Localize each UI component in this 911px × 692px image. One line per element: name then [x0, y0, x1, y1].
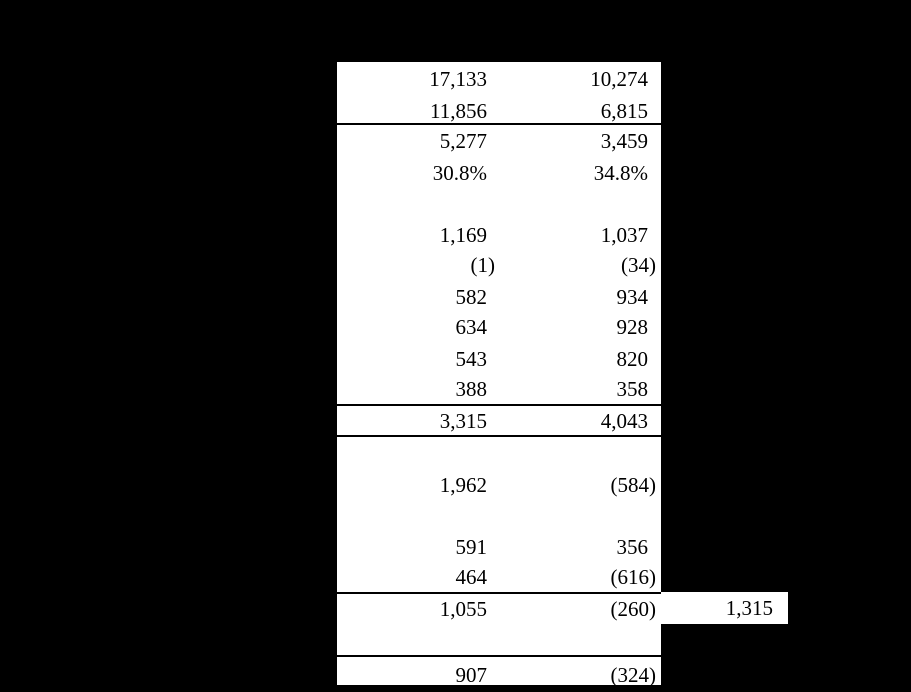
table-row: 582 934	[337, 282, 661, 313]
col2-cell: 34.8%	[593, 161, 648, 185]
col2-cell: 356	[616, 535, 649, 559]
table-row: 30.8% 34.8%	[337, 158, 661, 189]
col1-cell: 30.8%	[432, 161, 487, 185]
col2-cell: 4,043	[600, 409, 648, 433]
col2-cell: (584)	[610, 473, 657, 497]
table-row: 907 (324)	[337, 660, 661, 691]
table-row: 17,133 10,274	[337, 64, 661, 95]
horizontal-rule	[337, 592, 788, 594]
col1-cell: 5,277	[439, 129, 487, 153]
col2-cell: 6,815	[600, 99, 648, 123]
col1-cell: 1,055	[439, 597, 487, 621]
col2-cell: 820	[616, 347, 649, 371]
col1-cell: 11,856	[430, 99, 487, 123]
col2-cell: 1,037	[600, 223, 648, 247]
side-value: 1,315	[725, 596, 773, 620]
table-row: 3,315 4,043	[337, 406, 661, 437]
side-value-box: 1,315	[661, 592, 788, 624]
col1-cell: 543	[455, 347, 488, 371]
col1-cell: 17,133	[429, 67, 487, 91]
col2-cell: (34)	[621, 253, 656, 277]
col2-cell: 358	[616, 377, 649, 401]
table-row: 634 928	[337, 312, 661, 343]
table-row: 5,277 3,459	[337, 126, 661, 157]
table-row: (1) (34)	[337, 250, 661, 281]
col1-cell: 634	[455, 315, 488, 339]
col2-cell: 3,459	[600, 129, 648, 153]
col1-cell: 464	[455, 565, 488, 589]
col1-cell: (1)	[470, 253, 496, 277]
col2-cell: (616)	[610, 565, 657, 589]
col1-cell: 1,169	[439, 223, 487, 247]
col1-cell: 3,315	[439, 409, 487, 433]
table-row: 591 356	[337, 532, 661, 563]
col1-cell: 388	[455, 377, 488, 401]
col1-cell: 591	[455, 535, 488, 559]
table-row: 1,055 (260)	[337, 594, 661, 625]
horizontal-rule	[337, 655, 661, 657]
table-row: 388 358	[337, 374, 661, 405]
horizontal-rule	[337, 435, 661, 437]
horizontal-rule	[337, 404, 661, 406]
col1-cell: 1,962	[439, 473, 487, 497]
table-row: 1,962 (584)	[337, 470, 661, 501]
col1-cell: 907	[455, 663, 488, 687]
table-row: 543 820	[337, 344, 661, 375]
table-row: 11,856 6,815	[337, 96, 661, 127]
table-row: 464 (616)	[337, 562, 661, 593]
horizontal-rule	[337, 123, 661, 125]
col2-cell: 10,274	[590, 67, 648, 91]
col2-cell: 934	[616, 285, 649, 309]
table-row: 1,169 1,037	[337, 220, 661, 251]
col2-cell: (324)	[610, 663, 657, 687]
col2-cell: 928	[616, 315, 649, 339]
financial-table-panel	[337, 62, 661, 685]
col2-cell: (260)	[610, 597, 657, 621]
col1-cell: 582	[455, 285, 488, 309]
